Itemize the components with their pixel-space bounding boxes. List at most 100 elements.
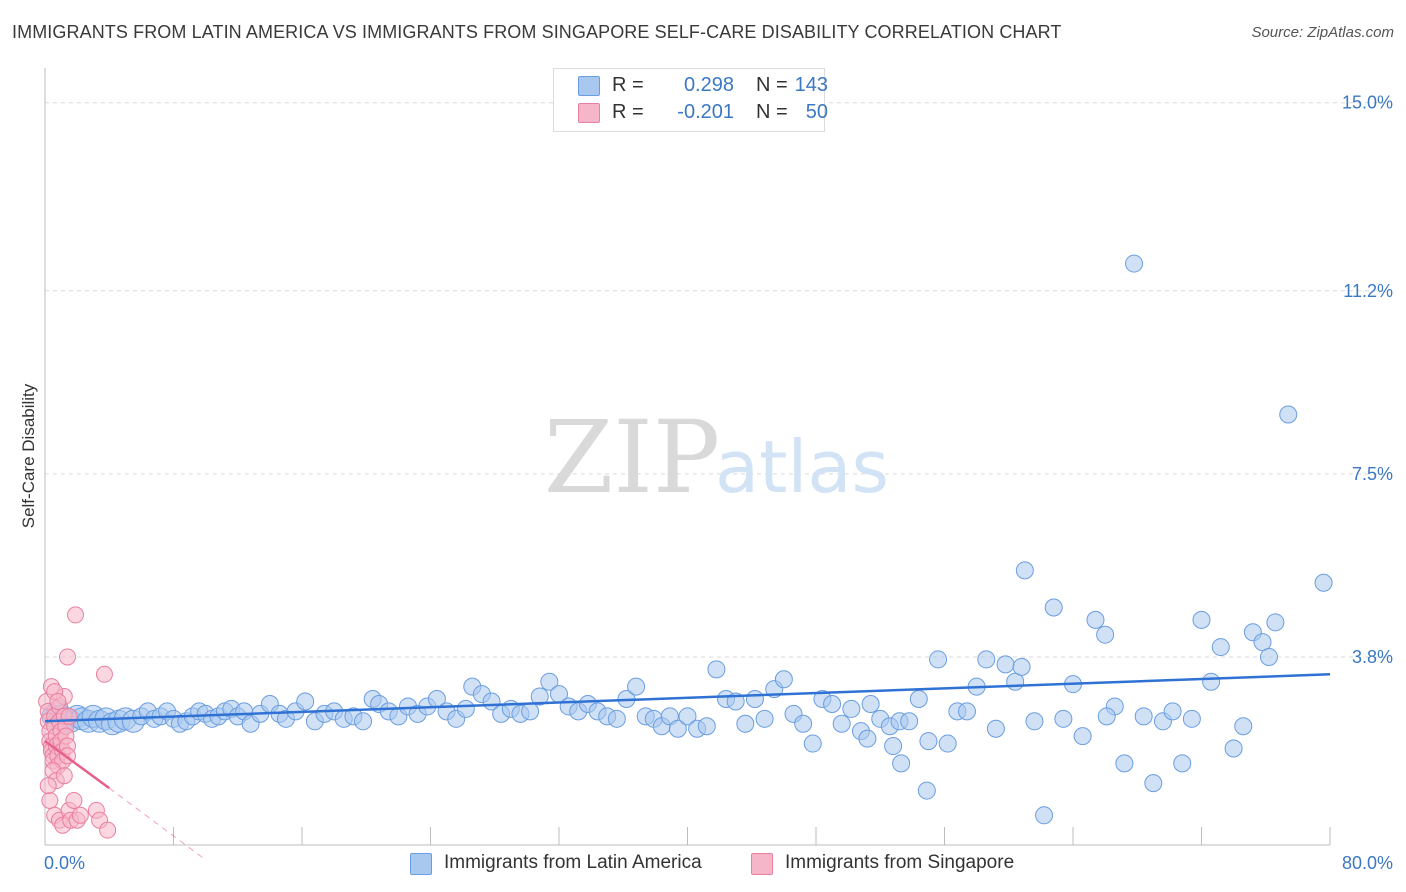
data-point-latin-america	[1044, 598, 1063, 617]
data-point-latin-america	[1125, 254, 1144, 273]
data-point-latin-america	[1211, 638, 1230, 657]
legend-n-value: 50	[805, 101, 828, 123]
data-point-latin-america	[977, 650, 996, 669]
grid-lines	[45, 102, 1390, 658]
data-point-latin-america	[1015, 561, 1034, 580]
y-tick-label: 15.0%	[1342, 93, 1393, 113]
data-point-singapore	[65, 791, 83, 809]
data-point-latin-america	[803, 734, 822, 753]
source-label: Source: ZipAtlas.com	[1251, 24, 1394, 41]
data-point-latin-america	[842, 699, 861, 718]
data-point-latin-america	[858, 729, 877, 748]
data-point-latin-america	[1144, 774, 1163, 793]
data-point-singapore	[49, 692, 67, 710]
data-point-latin-america	[697, 717, 716, 736]
data-point-latin-america	[1259, 647, 1278, 666]
data-point-latin-america	[530, 687, 549, 706]
data-point-latin-america	[1096, 625, 1115, 644]
data-point-singapore	[67, 606, 85, 624]
data-point-latin-america	[1073, 727, 1092, 746]
data-point-latin-america	[957, 702, 976, 721]
data-point-latin-america	[1266, 613, 1285, 632]
legend-swatch-latin-america	[578, 76, 600, 96]
data-point-latin-america	[996, 655, 1015, 674]
data-point-latin-america	[707, 660, 726, 679]
data-point-latin-america	[1253, 633, 1272, 652]
legend-r-value: -0.201	[677, 101, 734, 123]
legend-swatch-singapore	[578, 103, 600, 123]
data-point-latin-america	[917, 781, 936, 800]
data-point-latin-america	[774, 670, 793, 689]
data-point-singapore	[60, 707, 78, 725]
data-point-latin-america	[861, 694, 880, 713]
legend-n-value: 143	[794, 74, 828, 96]
series-latin-america	[41, 254, 1333, 825]
data-point-latin-america	[755, 709, 774, 728]
data-point-singapore	[99, 821, 117, 839]
data-point-latin-america	[736, 714, 755, 733]
x-tick-label: 0.0%	[44, 853, 85, 873]
data-point-latin-america	[678, 707, 697, 726]
data-point-latin-america	[1279, 405, 1298, 424]
data-point-latin-america	[1134, 707, 1153, 726]
legend-label-latin-america: Immigrants from Latin America	[444, 852, 702, 873]
data-point-latin-america	[1182, 709, 1201, 728]
y-tick-label: 7.5%	[1352, 464, 1393, 484]
legend-n-label: N =	[756, 101, 788, 123]
data-point-latin-america	[1202, 672, 1221, 691]
data-point-singapore	[55, 767, 73, 785]
legend-label-singapore: Immigrants from Singapore	[785, 852, 1015, 873]
trend-lines	[44, 673, 1331, 861]
trend-line-singapore	[44, 740, 110, 790]
data-point-latin-america	[929, 650, 948, 669]
watermark-zip: ZIP	[544, 399, 720, 516]
legend-swatch-singapore	[751, 853, 773, 875]
data-point-latin-america	[1012, 657, 1031, 676]
y-tick-label: 11.2%	[1343, 281, 1393, 301]
data-point-latin-america	[794, 714, 813, 733]
series-singapore	[38, 606, 117, 839]
data-point-singapore	[41, 791, 59, 809]
data-point-latin-america	[354, 712, 373, 731]
data-point-latin-america	[1035, 806, 1054, 825]
data-point-latin-america	[1115, 754, 1134, 773]
data-point-latin-america	[1054, 709, 1073, 728]
data-point-latin-america	[521, 702, 540, 721]
legend-swatch-latin-america	[410, 853, 432, 875]
data-point-latin-america	[1163, 702, 1182, 721]
watermark-atlas: atlas	[715, 425, 889, 509]
data-point-singapore	[58, 648, 76, 666]
data-point-latin-america	[1314, 573, 1333, 592]
data-point-latin-america	[900, 712, 919, 731]
y-tick-label: 3.8%	[1352, 647, 1393, 667]
data-point-latin-america	[909, 690, 928, 709]
data-point-latin-america	[540, 672, 559, 691]
legend-r-value: 0.298	[683, 74, 734, 96]
data-point-latin-america	[1192, 610, 1211, 629]
y-axis-label: Self-Care Disability	[19, 383, 38, 528]
data-point-latin-america	[1173, 754, 1192, 773]
data-point-latin-america	[1097, 707, 1116, 726]
data-point-latin-america	[607, 709, 626, 728]
legend-r-label: R =	[612, 74, 644, 96]
data-point-latin-america	[884, 737, 903, 756]
watermark: ZIP atlas	[544, 399, 889, 516]
data-point-latin-america	[938, 734, 957, 753]
data-point-latin-america	[1234, 717, 1253, 736]
data-point-latin-america	[986, 719, 1005, 738]
data-point-latin-america	[823, 694, 842, 713]
legend-n-label: N =	[756, 74, 788, 96]
data-point-latin-america	[668, 719, 687, 738]
data-point-latin-america	[1025, 712, 1044, 731]
data-point-latin-america	[892, 754, 911, 773]
data-point-latin-america	[1086, 610, 1105, 629]
chart-title: IMMIGRANTS FROM LATIN AMERICA VS IMMIGRA…	[12, 22, 1062, 42]
correlation-legend: R = 0.298 N = 143 R = -0.201 N = 50	[553, 68, 828, 132]
data-point-latin-america	[745, 690, 764, 709]
data-point-singapore	[39, 777, 57, 795]
data-point-latin-america	[627, 677, 646, 696]
data-point-latin-america	[832, 714, 851, 733]
x-tick-label: 80.0%	[1342, 853, 1393, 873]
trend-line-singapore-extension	[108, 787, 206, 861]
